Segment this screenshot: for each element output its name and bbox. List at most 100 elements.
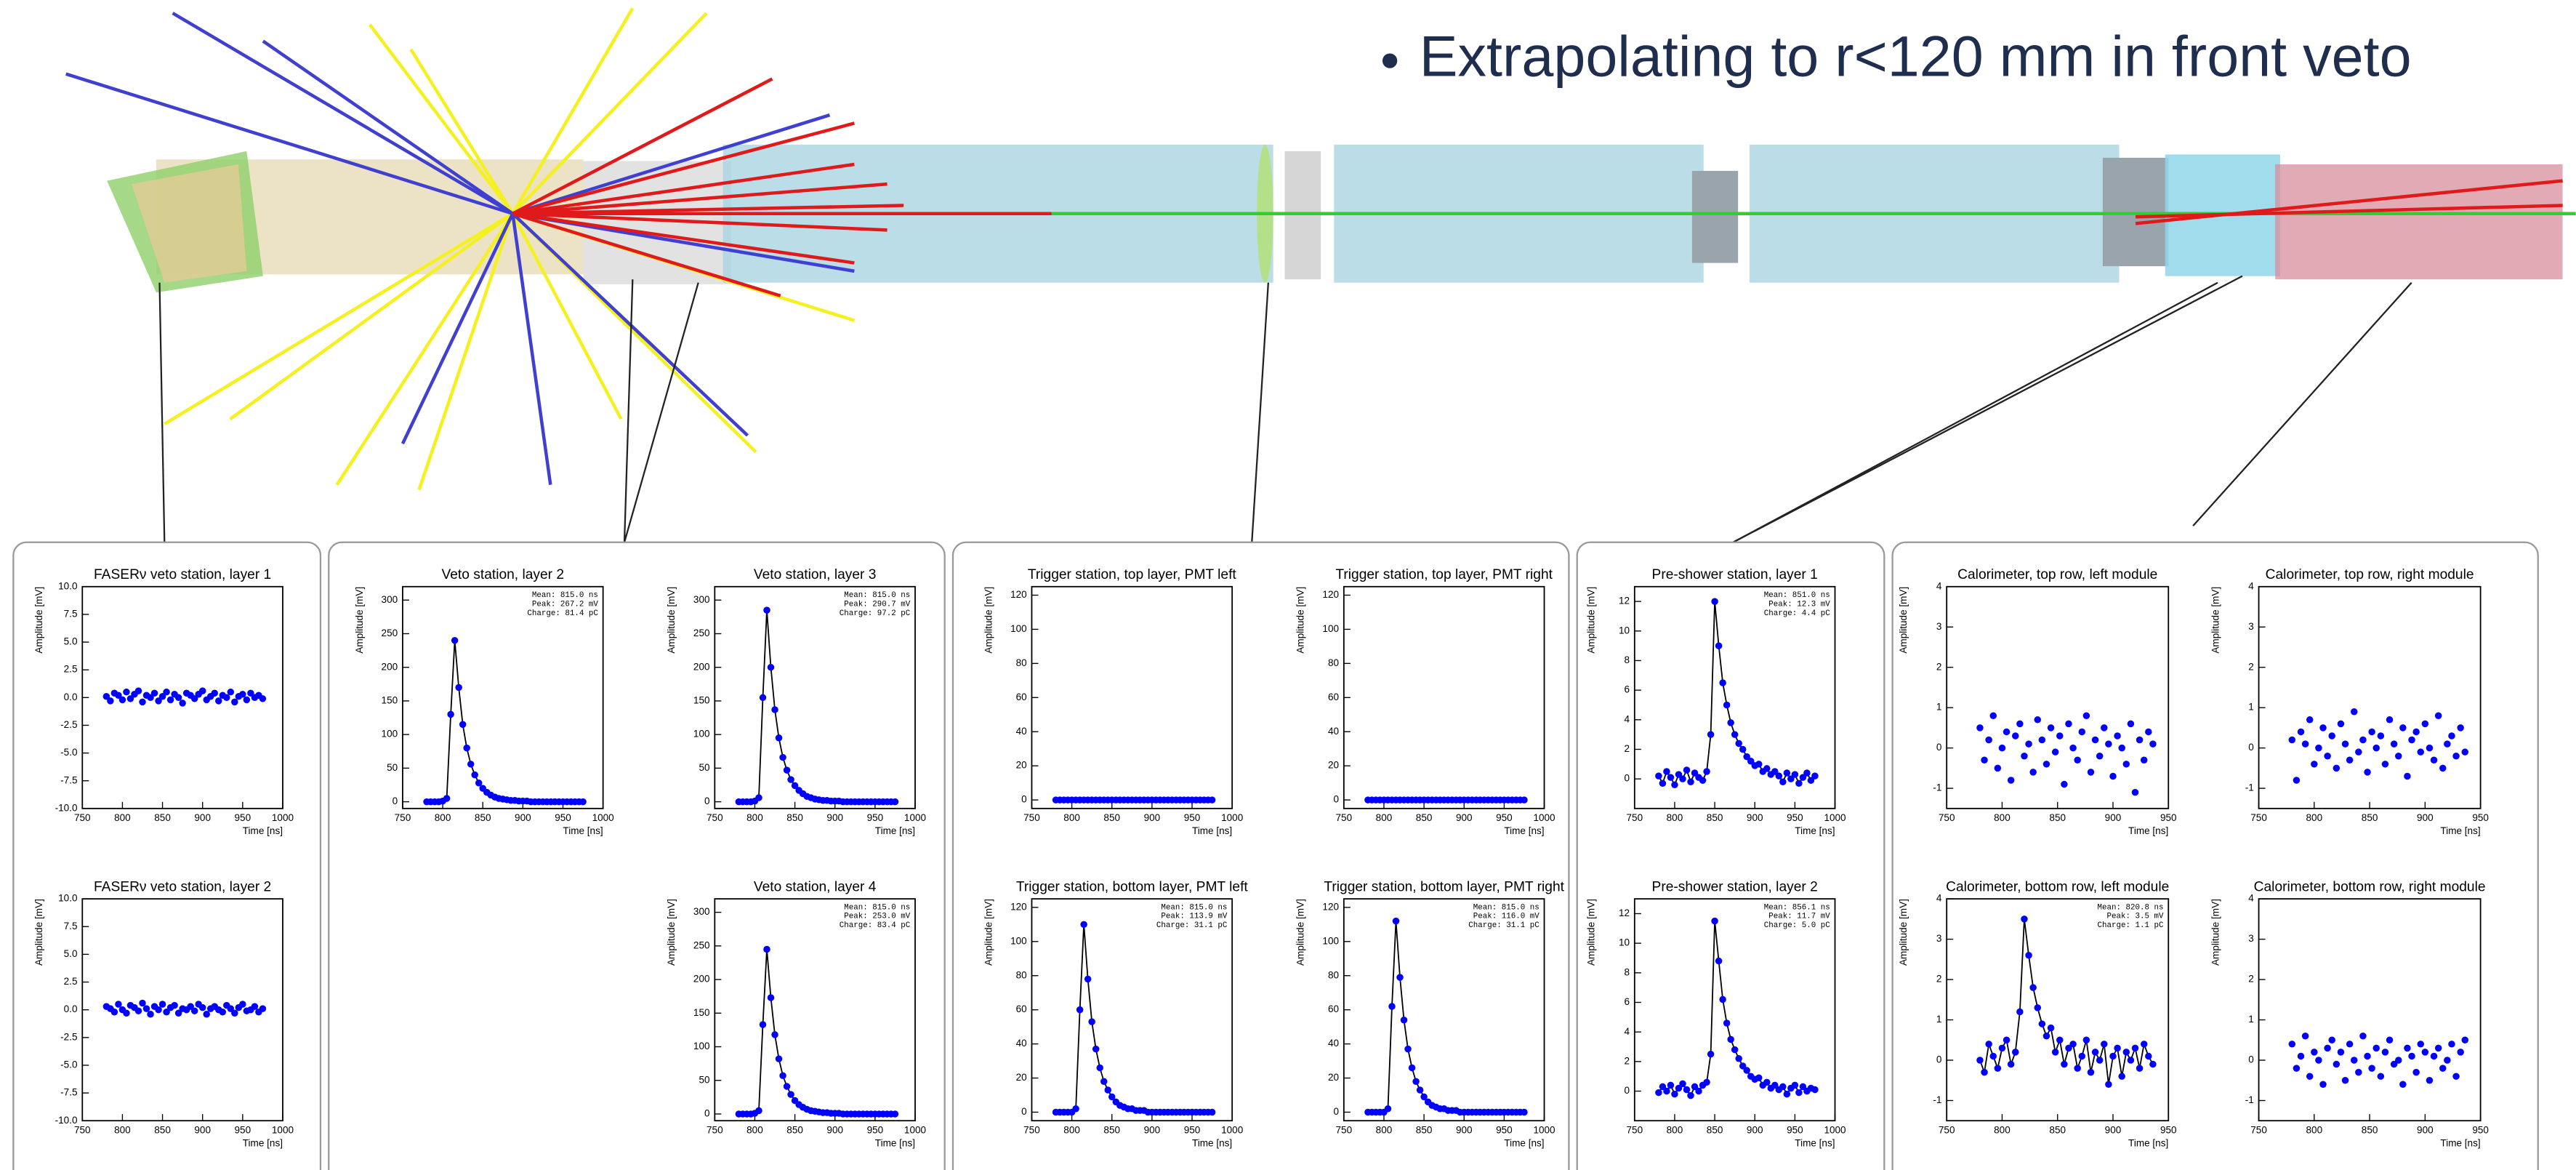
data-point — [1791, 1081, 1799, 1089]
x-axis-label: Time [ns] — [2128, 825, 2168, 836]
plot-title: Veto station, layer 2 — [442, 567, 565, 582]
data-point — [755, 1107, 762, 1115]
stats-text: Peak: 290.7 mV — [844, 600, 910, 609]
data-point — [1807, 777, 1815, 784]
x-tick-label: 850 — [786, 1124, 803, 1135]
data-point — [2444, 1057, 2451, 1064]
data-point — [2311, 1049, 2318, 1056]
data-point — [1976, 724, 1984, 732]
data-point — [2337, 720, 2345, 728]
data-point — [155, 697, 162, 705]
data-point — [2408, 736, 2415, 744]
x-tick-label: 950 — [235, 812, 251, 823]
y-tick-label: 3 — [1936, 933, 1942, 944]
data-point — [2364, 769, 2371, 776]
y-tick-label: 12 — [1619, 907, 1630, 918]
data-point — [227, 688, 235, 696]
stats-text: Mean: 815.0 ns — [1161, 903, 1227, 912]
data-point — [1811, 1086, 1819, 1094]
plot-title: Trigger station, top layer, PMT right — [1335, 567, 1553, 582]
data-point — [2047, 1024, 2055, 1032]
x-tick-label: 750 — [1627, 812, 1643, 823]
x-tick-label: 800 — [435, 812, 451, 823]
data-point — [783, 1083, 791, 1090]
data-point — [771, 1031, 778, 1038]
y-axis-label: Amplitude [mV] — [354, 587, 365, 654]
veto-face — [132, 164, 247, 283]
y-tick-label: 4 — [1936, 580, 1942, 591]
x-tick-label: 1000 — [904, 1124, 926, 1135]
y-tick-label: 3 — [1936, 621, 1942, 632]
x-tick-label: 800 — [1667, 1124, 1683, 1135]
data-point — [471, 771, 478, 779]
data-point — [783, 766, 791, 774]
y-tick-label: 0 — [1021, 794, 1027, 805]
data-point — [1416, 1086, 1424, 1094]
data-point — [467, 761, 475, 768]
y-tick-label: 10.0 — [58, 893, 77, 904]
data-point — [1743, 1067, 1750, 1074]
data-point — [759, 1021, 767, 1028]
data-point — [171, 1001, 178, 1009]
y-axis-label: Amplitude [mV] — [1898, 587, 1909, 654]
x-tick-label: 950 — [2160, 812, 2177, 823]
y-tick-label: -5.0 — [60, 747, 77, 758]
data-point — [451, 636, 459, 644]
data-point — [2430, 756, 2438, 764]
data-point — [2038, 736, 2046, 744]
y-tick-label: 120 — [1322, 589, 1339, 600]
y-tick-label: -1 — [1933, 1094, 1941, 1105]
stats-text: Charge: 97.2 pC — [840, 609, 911, 618]
plot: Pre-shower station, layer 2 Amplitude [mV… — [1586, 879, 1846, 1148]
x-axis-label: Time [ns] — [875, 1137, 915, 1148]
data-point — [2301, 740, 2309, 748]
data-point — [1775, 772, 1783, 780]
data-point — [231, 698, 238, 706]
y-tick-label: 50 — [387, 762, 398, 773]
y-tick-label: -1 — [1933, 782, 1941, 793]
x-tick-label: 750 — [395, 812, 411, 823]
x-tick-label: 950 — [555, 812, 571, 823]
data-point — [2461, 748, 2469, 756]
data-point — [2136, 736, 2144, 744]
y-tick-label: 120 — [1010, 901, 1027, 912]
data-point — [163, 688, 170, 696]
data-point — [1755, 1074, 1763, 1081]
data-point — [1715, 957, 1723, 965]
data-point — [463, 744, 470, 752]
x-tick-label: 850 — [1103, 1124, 1120, 1135]
data-point — [1719, 995, 1726, 1003]
data-point — [1981, 1068, 1988, 1076]
x-tick-label: 900 — [515, 812, 531, 823]
data-point — [2021, 752, 2028, 760]
data-point — [2452, 1073, 2460, 1080]
data-point — [2368, 1065, 2375, 1072]
x-axis-label: Time [ns] — [2440, 825, 2480, 836]
x-tick-label: 1000 — [1533, 1124, 1555, 1135]
data-point — [779, 753, 786, 761]
data-point — [1771, 1081, 1779, 1089]
data-point — [2069, 744, 2077, 752]
data-point — [166, 696, 174, 704]
data-point — [1384, 1105, 1392, 1113]
data-point — [227, 1005, 235, 1012]
data-point — [2074, 756, 2081, 764]
x-tick-label: 950 — [2472, 1124, 2489, 1135]
data-point — [1719, 679, 1726, 686]
data-point — [215, 697, 222, 705]
data-point — [102, 693, 110, 700]
data-point — [1711, 917, 1718, 925]
data-point — [1671, 781, 1678, 789]
data-point — [2034, 1004, 2042, 1011]
y-tick-label: -10.0 — [55, 1115, 78, 1126]
x-tick-label: 900 — [2105, 1124, 2122, 1135]
x-tick-label: 750 — [2250, 812, 2267, 823]
data-point — [2324, 1044, 2331, 1052]
data-point — [2078, 1052, 2086, 1060]
x-tick-label: 900 — [1456, 812, 1473, 823]
data-point — [1989, 1052, 1997, 1060]
data-point — [1675, 771, 1683, 778]
plot-title: Veto station, layer 4 — [754, 879, 877, 894]
x-axis-label: Time [ns] — [1504, 1137, 1544, 1148]
